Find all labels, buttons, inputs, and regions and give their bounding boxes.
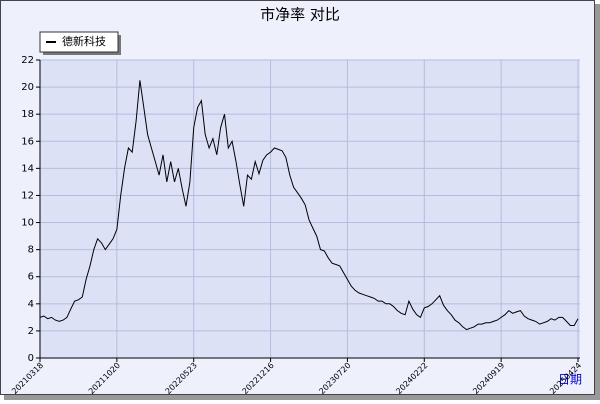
x-axis-label: 日期	[558, 373, 582, 387]
y-tick-label: 0	[28, 353, 34, 364]
y-tick-label: 8	[28, 245, 34, 256]
y-tick-label: 18	[21, 109, 34, 120]
plot-area	[40, 60, 580, 358]
y-tick-label: 16	[21, 136, 34, 147]
y-tick-label: 20	[21, 82, 34, 93]
data-line	[39, 80, 579, 331]
y-tick-label: 22	[21, 55, 34, 66]
y-tick-label: 10	[21, 218, 34, 229]
legend	[39, 31, 119, 53]
y-tick-label: 12	[21, 190, 34, 201]
y-tick-label: 14	[21, 163, 34, 174]
legend-label: 德新科技	[62, 34, 106, 48]
chart-title: 市净率 对比	[260, 6, 340, 24]
y-tick-label: 4	[28, 299, 34, 310]
y-tick-label: 2	[28, 326, 34, 337]
y-tick-label: 6	[28, 272, 34, 283]
